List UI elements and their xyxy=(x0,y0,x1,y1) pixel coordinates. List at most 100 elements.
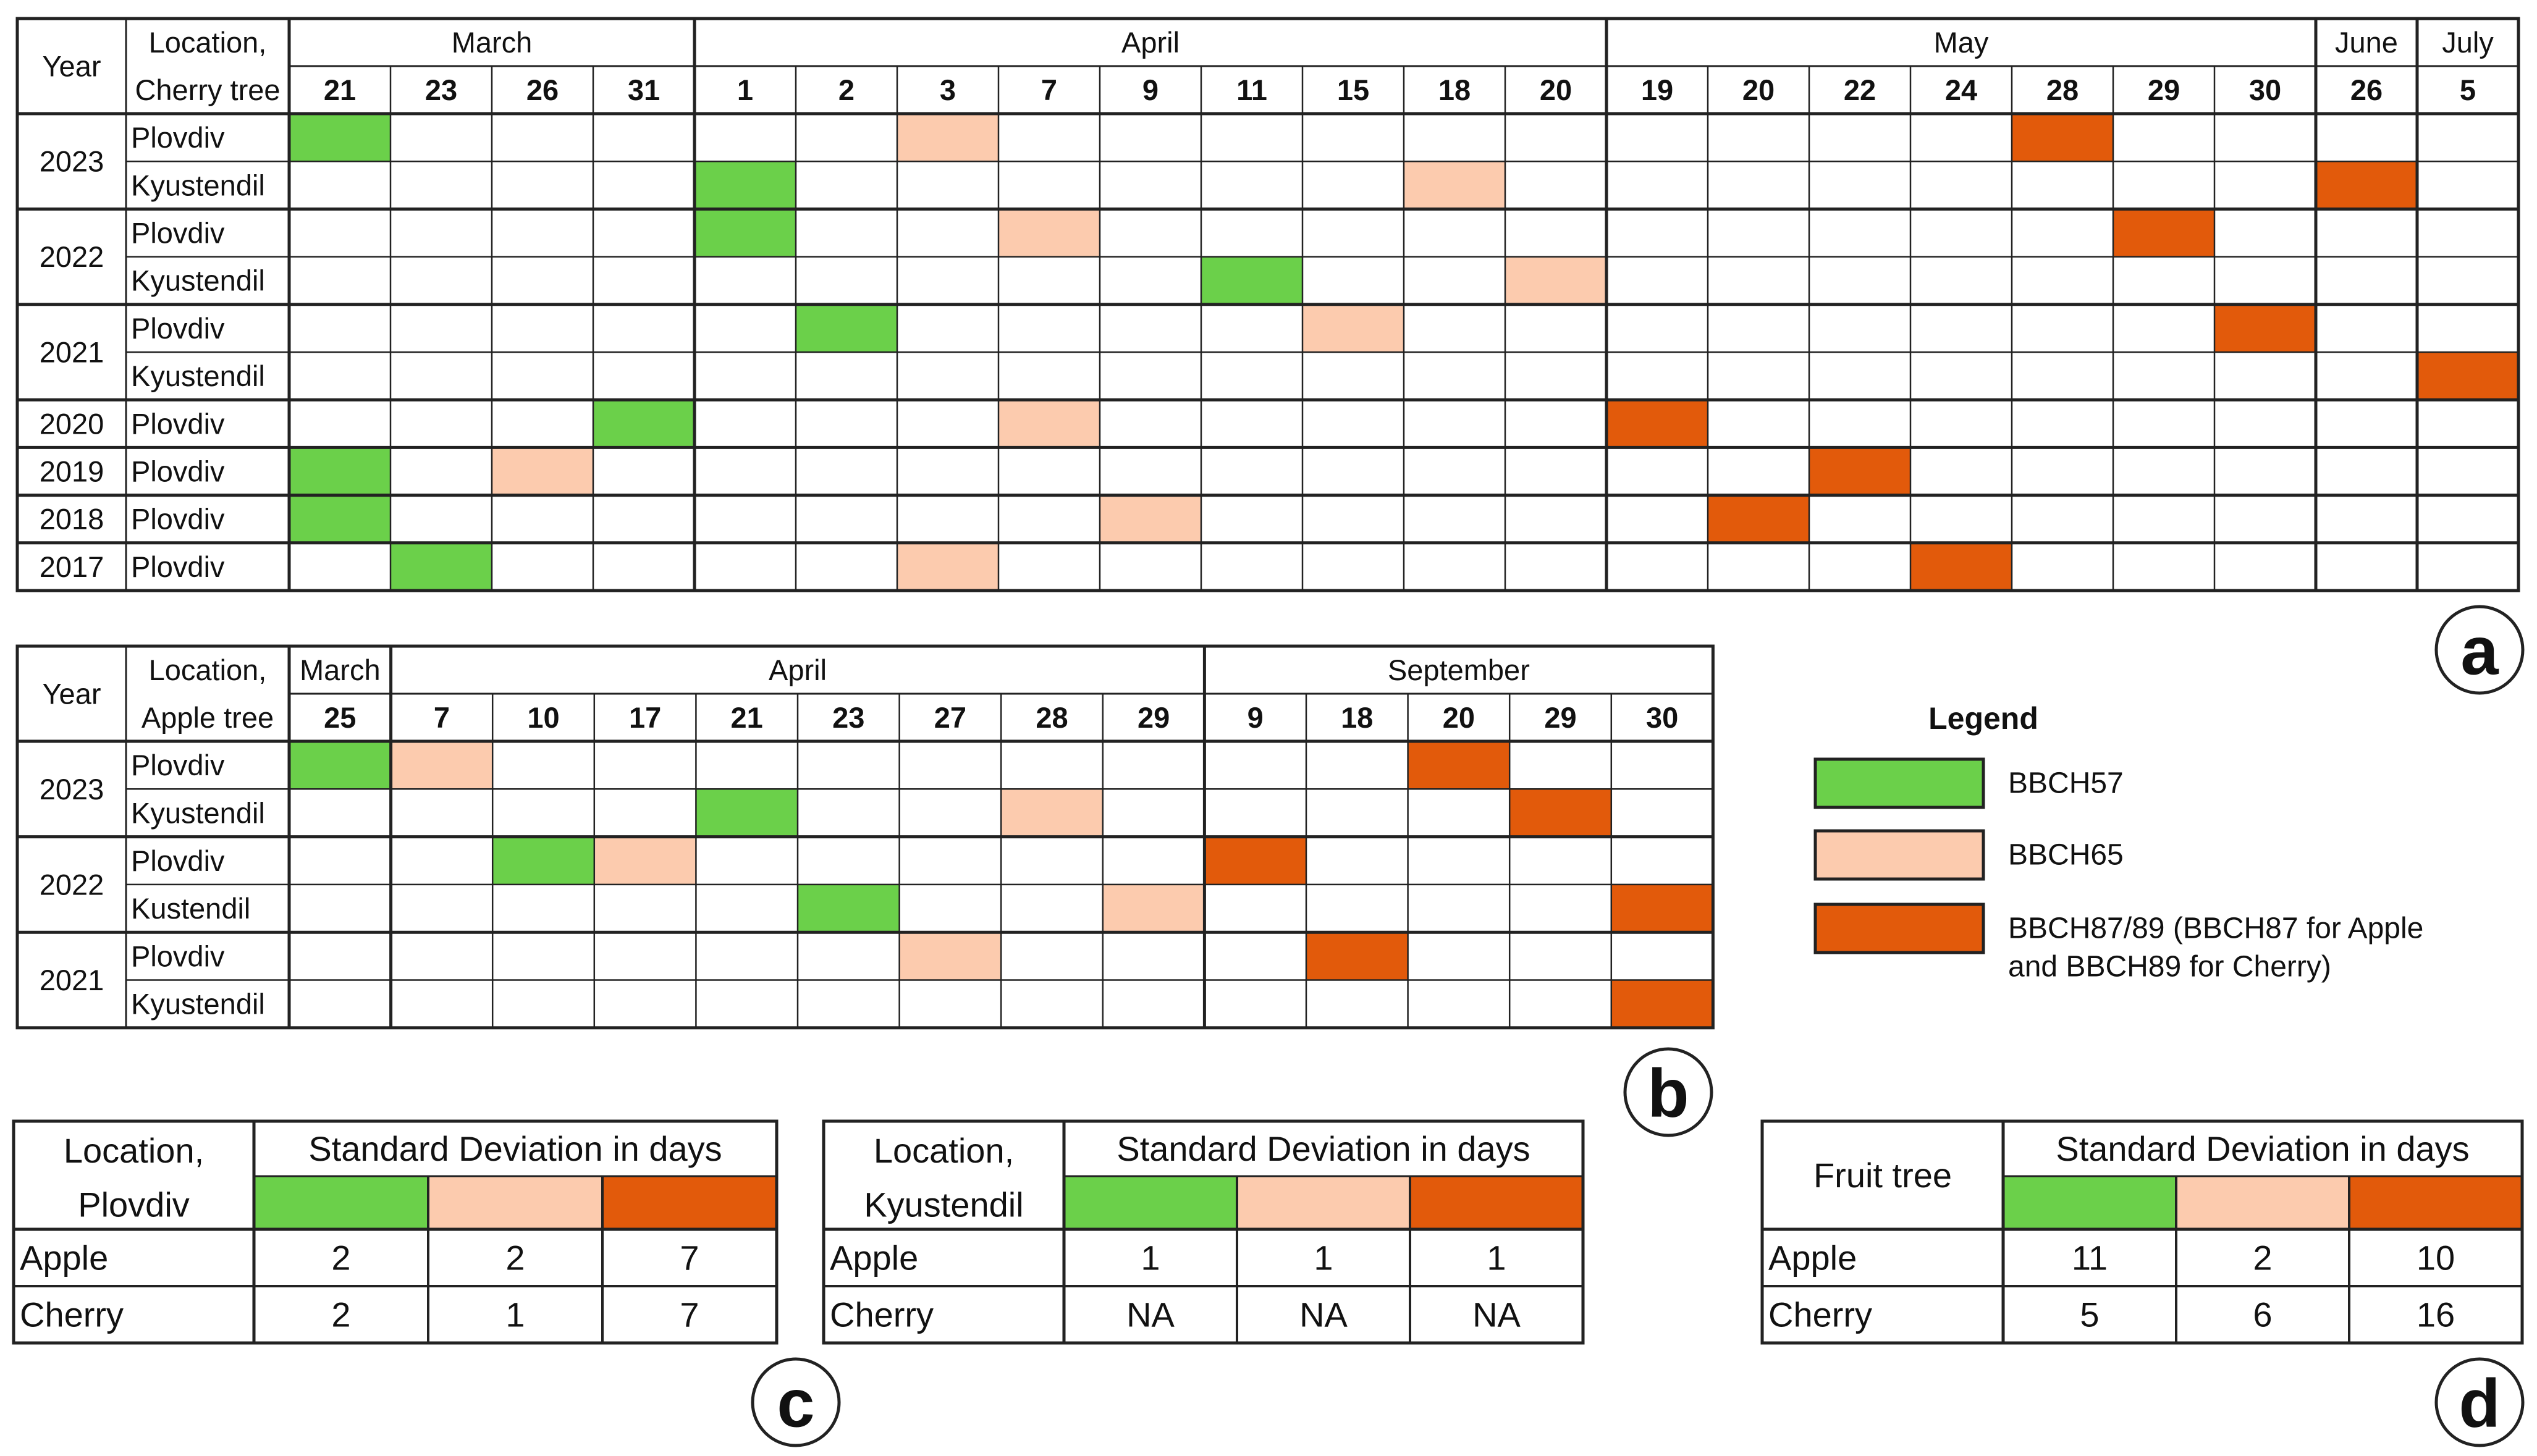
legend-label: BBCH87/89 (BBCH87 for Apple xyxy=(2008,912,2423,945)
apple-year-label: 2021 xyxy=(40,964,104,996)
sd-c2-bbch87-89-swatch xyxy=(1410,1176,1583,1229)
cherry-bbch65-cell xyxy=(1404,161,1505,209)
sd-c2-value-cell: NA xyxy=(1126,1295,1175,1334)
cherry-location-label: Plovdiv xyxy=(131,550,225,583)
cherry-day-label: 22 xyxy=(1844,74,1876,106)
cherry-bbch65-cell xyxy=(897,542,998,591)
cherry-location-label: Plovdiv xyxy=(131,121,225,154)
panel-label-a: a xyxy=(2460,613,2499,689)
legend-label: BBCH57 xyxy=(2008,767,2124,800)
cherry-day-label: 15 xyxy=(1337,74,1369,106)
cherry-location-header: Location, xyxy=(149,26,267,59)
cherry-year-label: 2017 xyxy=(40,550,104,583)
cherry-year-label: 2019 xyxy=(40,455,104,488)
cherry-day-label: 7 xyxy=(1041,74,1057,106)
legend-label: BBCH65 xyxy=(2008,839,2124,872)
apple-day-label: 30 xyxy=(1646,701,1678,734)
cherry-year-label: 2023 xyxy=(40,145,104,178)
legend-swatch-bbch87-89 xyxy=(1813,903,1985,954)
panel-label-circle xyxy=(2434,1357,2525,1447)
sd-c1-row-label: Apple xyxy=(20,1239,108,1277)
apple-day-label: 25 xyxy=(324,701,356,734)
apple-day-label: 17 xyxy=(629,701,661,734)
cherry-bbch87-89-cell xyxy=(1708,495,1809,543)
apple-location-label: Plovdiv xyxy=(131,844,225,877)
apple-location-header: Apple tree xyxy=(141,701,274,734)
sd-c2-value-cell: 1 xyxy=(1314,1239,1333,1277)
cherry-day-label: 20 xyxy=(1540,74,1572,106)
sd-c2-corner-label: Kyustendil xyxy=(864,1185,1023,1224)
cherry-day-label: 5 xyxy=(2460,74,2476,106)
apple-bbch87-89-cell xyxy=(1408,741,1510,789)
cherry-bbch87-89-cell xyxy=(2214,304,2316,352)
sd-c2-bbch57-swatch xyxy=(1064,1176,1237,1229)
cherry-bbch65-cell xyxy=(1100,495,1201,543)
apple-day-label: 27 xyxy=(934,701,966,734)
cherry-day-label: 20 xyxy=(1742,74,1775,106)
cherry-day-label: 3 xyxy=(940,74,956,106)
cherry-location-label: Kyustendil xyxy=(131,169,265,201)
apple-location-label: Kyustendil xyxy=(131,796,265,829)
cherry-bbch57-cell xyxy=(1201,256,1302,305)
cherry-bbch65-cell xyxy=(998,209,1100,257)
sd-c1-value-cell: 1 xyxy=(505,1295,525,1334)
sd-c2-value-cell: NA xyxy=(1472,1295,1521,1334)
cherry-location-header: Cherry tree xyxy=(135,74,280,106)
apple-day-label: 29 xyxy=(1138,701,1170,734)
apple-day-label: 20 xyxy=(1443,701,1475,734)
apple-bbch87-89-cell xyxy=(1611,980,1713,1028)
cherry-day-label: 1 xyxy=(737,74,753,106)
panel-label-c: c xyxy=(777,1366,814,1442)
cherry-bbch57-cell xyxy=(694,209,796,257)
apple-bbch57-cell xyxy=(492,836,594,885)
apple-month-label: March xyxy=(300,654,381,686)
cherry-day-label: 9 xyxy=(1142,74,1159,106)
cherry-day-label: 23 xyxy=(425,74,457,106)
sd-c1-value-cell: 2 xyxy=(331,1239,350,1277)
cherry-year-header: Year xyxy=(43,50,101,83)
cherry-bbch65-cell xyxy=(998,400,1100,448)
sd-c1-row-label: Cherry xyxy=(20,1295,124,1334)
sd-d-bbch65-swatch xyxy=(2176,1176,2349,1229)
cherry-location-label: Kyustendil xyxy=(131,264,265,297)
sd-d-row-label: Cherry xyxy=(1768,1295,1872,1334)
sd-c2-row-label: Apple xyxy=(830,1239,918,1277)
apple-month-label: September xyxy=(1388,654,1530,686)
sd-c1-corner-label: Plovdiv xyxy=(78,1185,190,1224)
apple-year-label: 2023 xyxy=(40,773,104,806)
apple-bbch57-cell xyxy=(798,884,900,933)
cherry-bbch57-cell xyxy=(796,304,897,352)
cherry-month-label: April xyxy=(1121,26,1180,59)
sd-c1-header-label: Standard Deviation in days xyxy=(308,1129,722,1168)
apple-bbch65-cell xyxy=(390,741,493,789)
cherry-day-label: 19 xyxy=(1641,74,1673,106)
apple-bbch65-cell xyxy=(594,836,696,885)
cherry-bbch57-cell xyxy=(593,400,694,448)
apple-location-label: Kustendil xyxy=(131,892,250,925)
cherry-bbch87-89-cell xyxy=(1606,400,1708,448)
cherry-bbch57-cell xyxy=(289,447,390,495)
apple-day-label: 29 xyxy=(1544,701,1576,734)
cherry-day-label: 30 xyxy=(2249,74,2281,106)
cherry-bbch57-cell xyxy=(289,495,390,543)
apple-location-label: Kyustendil xyxy=(131,988,265,1020)
cherry-location-label: Plovdiv xyxy=(131,312,225,345)
apple-bbch65-cell xyxy=(1102,884,1205,933)
cherry-location-label: Plovdiv xyxy=(131,503,225,536)
sd-d-value-cell: 5 xyxy=(2080,1295,2099,1334)
sd-d-value-cell: 11 xyxy=(2072,1239,2108,1277)
sd-d-corner-label: Fruit tree xyxy=(1813,1156,1952,1195)
cherry-bbch87-89-cell xyxy=(1809,447,1910,495)
apple-bbch87-89-cell xyxy=(1509,789,1611,837)
sd-d-value-cell: 6 xyxy=(2253,1295,2272,1334)
cherry-day-label: 28 xyxy=(2046,74,2079,106)
sd-c1-bbch57-swatch xyxy=(254,1176,428,1229)
apple-day-label: 21 xyxy=(731,701,763,734)
cherry-location-label: Plovdiv xyxy=(131,455,225,488)
apple-bbch57-cell xyxy=(696,789,798,837)
apple-bbch65-cell xyxy=(1001,789,1103,837)
cherry-bbch87-89-cell xyxy=(2417,352,2518,400)
cherry-bbch87-89-cell xyxy=(2316,161,2417,209)
